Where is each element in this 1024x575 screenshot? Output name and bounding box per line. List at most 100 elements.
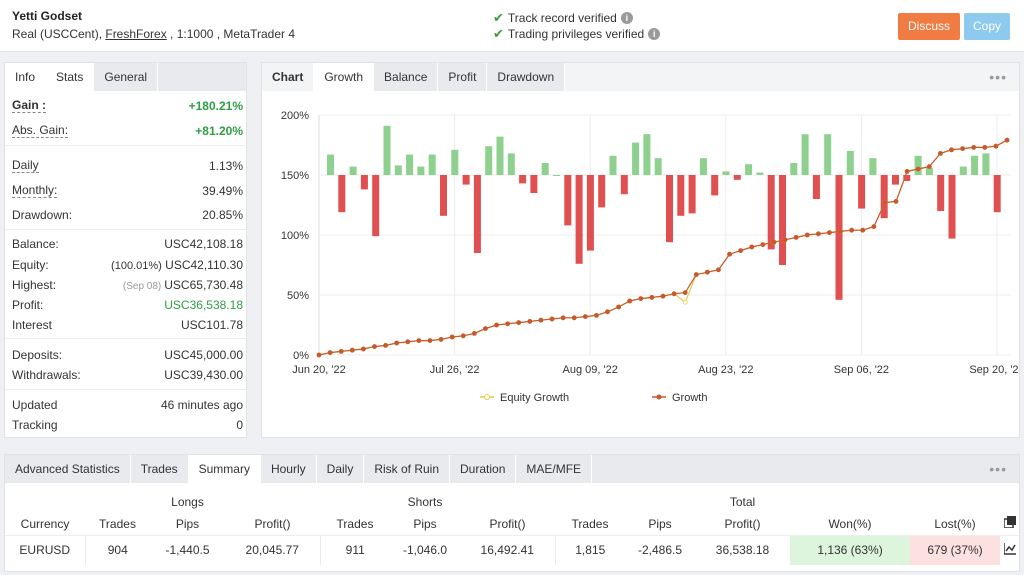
growth-point[interactable]: [860, 227, 866, 233]
growth-point[interactable]: [527, 318, 533, 324]
tab-mae-mfe[interactable]: MAE/MFE: [516, 455, 593, 483]
daily-gain-bar[interactable]: [428, 154, 436, 175]
daily-loss-bar[interactable]: [892, 175, 900, 185]
growth-point[interactable]: [804, 232, 810, 238]
growth-point[interactable]: [627, 298, 633, 304]
daily-gain-bar[interactable]: [824, 134, 832, 175]
growth-point[interactable]: [904, 169, 910, 174]
daily-gain-bar[interactable]: [971, 155, 979, 175]
daily-gain-bar[interactable]: [914, 155, 922, 175]
growth-point[interactable]: [327, 350, 333, 356]
daily-gain-bar[interactable]: [349, 166, 357, 175]
growth-point[interactable]: [738, 248, 744, 254]
daily-gain-bar[interactable]: [869, 158, 877, 175]
legend-growth[interactable]: Growth: [652, 392, 707, 404]
growth-point[interactable]: [993, 143, 999, 149]
growth-point[interactable]: [582, 314, 588, 320]
daily-gain-bar[interactable]: [507, 153, 515, 175]
daily-gain-bar[interactable]: [496, 136, 504, 175]
tab-general[interactable]: General: [94, 63, 159, 91]
daily-gain-bar[interactable]: [406, 154, 414, 175]
growth-point[interactable]: [771, 239, 777, 245]
tab-stats[interactable]: Stats: [46, 63, 95, 91]
growth-point[interactable]: [1004, 137, 1010, 143]
growth-point[interactable]: [383, 342, 388, 348]
daily-loss-bar[interactable]: [948, 175, 956, 239]
daily-gain-bar[interactable]: [417, 166, 425, 175]
growth-point[interactable]: [571, 315, 577, 321]
growth-point[interactable]: [605, 309, 610, 315]
equity-growth-point[interactable]: [682, 299, 688, 305]
tab-duration[interactable]: Duration: [450, 455, 517, 483]
daily-gain-bar[interactable]: [982, 153, 990, 175]
daily-loss-bar[interactable]: [620, 175, 628, 195]
daily-gain-bar[interactable]: [699, 158, 707, 175]
broker-link[interactable]: FreshForex: [105, 27, 167, 41]
copy-button[interactable]: Copy: [964, 13, 1010, 40]
growth-point[interactable]: [483, 326, 488, 332]
daily-loss-bar[interactable]: [440, 175, 448, 216]
daily-gain-bar[interactable]: [790, 163, 798, 175]
growth-point[interactable]: [915, 166, 921, 172]
growth-point[interactable]: [815, 231, 821, 237]
daily-gain-bar[interactable]: [485, 146, 493, 175]
growth-point[interactable]: [449, 334, 455, 340]
daily-loss-bar[interactable]: [360, 175, 368, 190]
more-options-icon[interactable]: •••: [989, 461, 1007, 477]
growth-point[interactable]: [405, 339, 411, 345]
growth-point[interactable]: [693, 272, 699, 278]
tab-growth[interactable]: Growth: [314, 63, 375, 91]
daily-gain-bar[interactable]: [327, 154, 335, 175]
growth-point[interactable]: [704, 269, 710, 275]
growth-point[interactable]: [338, 348, 344, 354]
copy-table-icon[interactable]: [1000, 513, 1019, 535]
chart-line-icon[interactable]: [1000, 534, 1019, 565]
daily-loss-bar[interactable]: [858, 175, 866, 209]
growth-point[interactable]: [827, 230, 832, 236]
info-icon[interactable]: i: [620, 12, 633, 24]
growth-point[interactable]: [760, 242, 766, 248]
daily-loss-bar[interactable]: [993, 175, 1001, 213]
daily-gain-bar[interactable]: [553, 175, 561, 176]
growth-point[interactable]: [882, 200, 888, 205]
daily-loss-bar[interactable]: [812, 175, 820, 199]
growth-point[interactable]: [971, 145, 977, 150]
daily-gain-bar[interactable]: [632, 142, 640, 175]
growth-point[interactable]: [538, 317, 544, 323]
legend-equity-growth[interactable]: Equity Growth: [480, 392, 569, 404]
daily-gain-bar[interactable]: [394, 165, 402, 175]
daily-loss-bar[interactable]: [733, 175, 741, 180]
daily-loss-bar[interactable]: [711, 175, 719, 196]
daily-loss-bar[interactable]: [530, 175, 538, 193]
daily-gain-bar[interactable]: [541, 163, 549, 175]
daily-gain-bar[interactable]: [654, 158, 662, 175]
growth-point[interactable]: [360, 346, 366, 352]
tab-profit[interactable]: Profit: [438, 63, 488, 91]
growth-point[interactable]: [660, 293, 666, 299]
daily-loss-bar[interactable]: [677, 175, 685, 216]
daily-gain-bar[interactable]: [643, 134, 651, 175]
growth-point[interactable]: [516, 320, 522, 326]
growth-point[interactable]: [960, 146, 966, 151]
growth-point[interactable]: [982, 145, 988, 150]
growth-point[interactable]: [638, 296, 644, 302]
daily-loss-bar[interactable]: [575, 175, 583, 264]
growth-point[interactable]: [849, 227, 855, 233]
daily-loss-bar[interactable]: [937, 175, 945, 211]
daily-loss-bar[interactable]: [564, 175, 572, 226]
info-icon[interactable]: i: [648, 28, 661, 40]
growth-point[interactable]: [505, 321, 511, 327]
tab-trades[interactable]: Trades: [130, 455, 189, 483]
growth-point[interactable]: [471, 330, 477, 336]
growth-point[interactable]: [416, 338, 422, 344]
growth-point[interactable]: [749, 244, 755, 250]
tab-balance[interactable]: Balance: [374, 63, 439, 91]
discuss-button[interactable]: Discuss: [898, 13, 960, 40]
growth-point[interactable]: [649, 294, 655, 300]
growth-point[interactable]: [893, 199, 899, 204]
growth-point[interactable]: [560, 315, 566, 321]
more-options-icon[interactable]: •••: [989, 69, 1007, 85]
daily-loss-bar[interactable]: [598, 175, 606, 208]
daily-gain-bar[interactable]: [959, 166, 967, 175]
daily-gain-bar[interactable]: [801, 134, 809, 175]
